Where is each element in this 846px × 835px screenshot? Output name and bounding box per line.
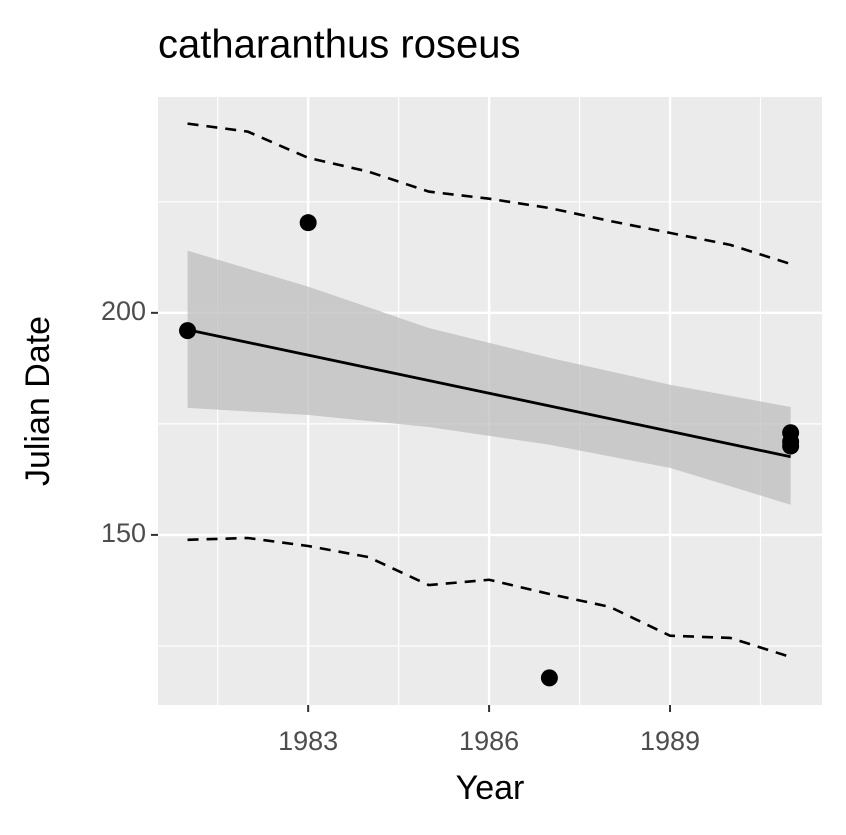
x-tick-label: 1986 [459, 726, 519, 756]
y-tick-label: 200 [101, 296, 146, 326]
prediction-upper [187, 122, 792, 266]
x-axis-label: Year [456, 769, 525, 807]
point [540, 669, 558, 687]
x-tick-label: 1983 [278, 726, 338, 756]
y-axis-label: Julian Date [19, 316, 57, 486]
chart-title: catharanthus roseus [158, 23, 520, 67]
y-tick-label: 150 [101, 518, 146, 548]
point [179, 322, 197, 340]
point [299, 214, 317, 232]
confidence-band [187, 250, 791, 505]
prediction-lower [187, 536, 792, 659]
marks [179, 122, 800, 687]
x-tick-label: 1989 [640, 726, 700, 756]
fit-line [187, 328, 791, 459]
point [782, 437, 800, 455]
